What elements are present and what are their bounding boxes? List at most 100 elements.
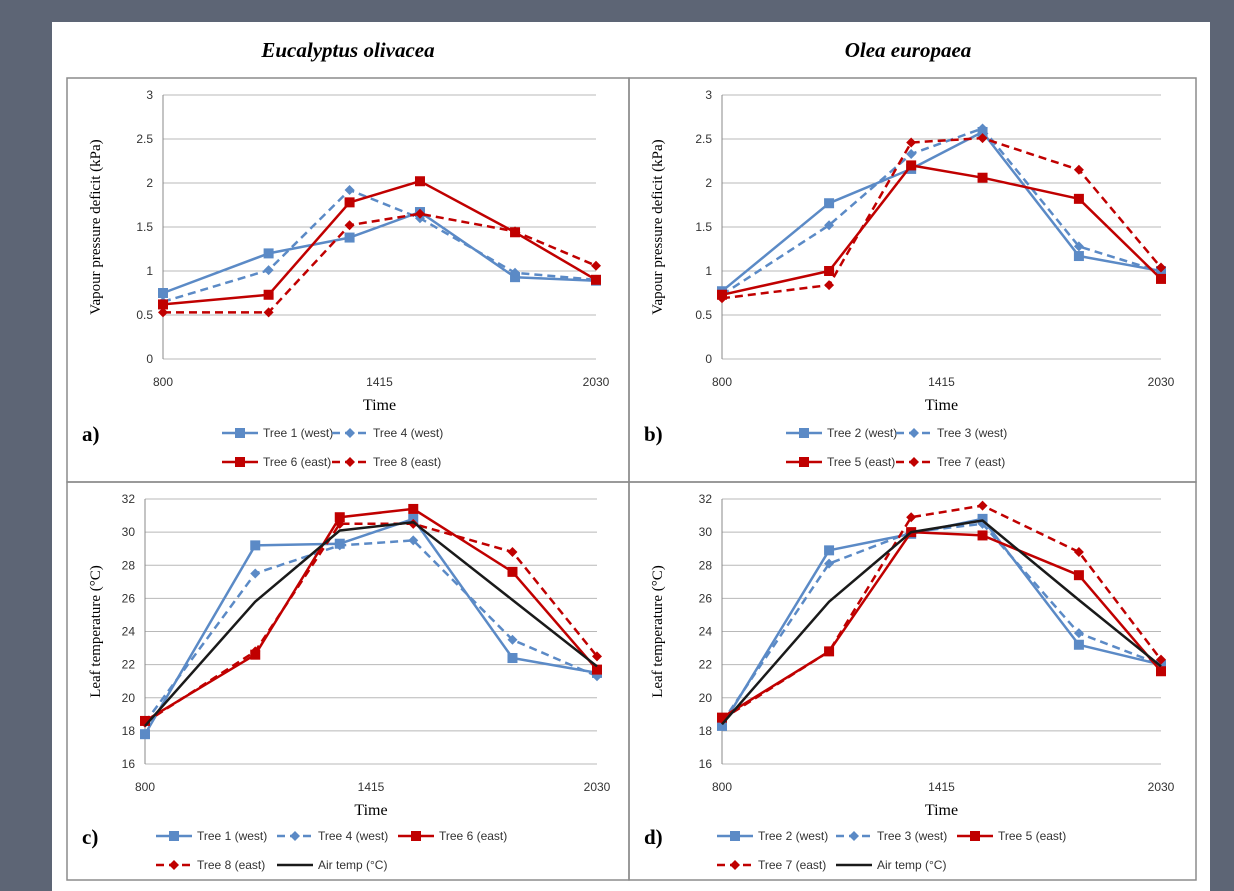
data-point [344, 185, 355, 196]
y-tick-label: 1.5 [136, 220, 153, 234]
y-tick-label: 24 [122, 625, 136, 639]
y-tick-label: 0.5 [695, 308, 712, 322]
data-point [824, 646, 835, 657]
data-point [263, 248, 274, 259]
y-axis-title: Vapour pressure deficit (kPa) [650, 139, 666, 314]
data-point [344, 197, 355, 208]
legend-marker [970, 831, 980, 841]
y-tick-label: 20 [122, 691, 136, 705]
data-point [592, 651, 602, 662]
data-point [510, 267, 521, 278]
panel-letter: d) [644, 825, 663, 849]
data-point [334, 512, 345, 523]
x-tick-label: 800 [153, 375, 173, 389]
y-tick-label: 16 [122, 757, 136, 771]
legend-label: Air temp (°C) [318, 858, 387, 872]
data-point [824, 220, 835, 231]
data-point [507, 566, 518, 577]
legend-label: Tree 8 (east) [197, 858, 265, 872]
data-point [824, 198, 835, 209]
y-tick-label: 16 [699, 757, 713, 771]
legend-label: Tree 1 (west) [263, 426, 333, 440]
x-tick-label: 1415 [366, 375, 393, 389]
data-point [977, 133, 988, 144]
legend-label: Tree 3 (west) [937, 426, 1007, 440]
y-tick-label: 32 [122, 492, 136, 506]
series-line-3 [721, 164, 1162, 297]
series-line-1 [143, 517, 598, 735]
data-point [414, 208, 425, 219]
legend-marker [290, 831, 300, 841]
data-point [1156, 666, 1166, 677]
species-title-left: Eucalyptus olivacea [260, 38, 434, 62]
y-tick-label: 28 [122, 558, 136, 572]
data-point [158, 299, 168, 310]
data-point [717, 293, 727, 304]
series-line-4 [721, 504, 1162, 721]
data-point [1073, 193, 1084, 204]
legend-marker [730, 860, 740, 870]
y-tick-label: 0 [705, 352, 712, 366]
legend-label: Tree 5 (east) [998, 829, 1066, 843]
data-point [263, 265, 274, 276]
y-tick-label: 2.5 [695, 132, 712, 146]
legend-marker [235, 428, 245, 438]
data-point [250, 540, 261, 551]
y-tick-label: 26 [122, 591, 136, 605]
legend-marker [730, 831, 740, 841]
data-point [1073, 251, 1084, 262]
data-point [263, 289, 274, 300]
data-point [510, 226, 521, 237]
legend-marker [411, 831, 421, 841]
x-axis-title: Time [925, 802, 958, 819]
y-tick-label: 2.5 [136, 132, 153, 146]
chart-panel-4: 16 18 20 22 24 26 28 30 32 800 1415 2030 Time Leaf te… [628, 481, 1197, 881]
data-point [977, 123, 988, 134]
data-point [906, 512, 917, 523]
legend-marker [169, 860, 179, 870]
legend-marker [799, 457, 809, 467]
y-tick-label: 0 [146, 352, 153, 366]
data-point [1073, 164, 1084, 175]
x-tick-label: 2030 [583, 375, 610, 389]
y-tick-label: 22 [699, 658, 713, 672]
data-point [824, 558, 835, 569]
legend-label: Air temp (°C) [877, 858, 946, 872]
data-point [507, 653, 518, 663]
data-point [140, 717, 150, 728]
legend-label: Tree 7 (east) [937, 455, 1005, 469]
y-tick-label: 28 [699, 558, 713, 572]
legend-marker [345, 457, 355, 467]
data-point [977, 530, 988, 541]
legend-marker [799, 428, 809, 438]
data-point [1073, 639, 1084, 650]
panel-letter: b) [644, 422, 663, 446]
series-line-1 [162, 210, 597, 295]
data-point [977, 172, 988, 183]
y-tick-label: 24 [699, 625, 713, 639]
x-axis-title: Time [925, 397, 958, 414]
data-point [591, 260, 601, 271]
legend-label: Tree 4 (west) [373, 426, 443, 440]
panel-letter: c) [82, 825, 98, 849]
y-axis-title: Leaf temperature (°C) [650, 565, 666, 698]
data-point [507, 634, 518, 645]
series-line-3 [162, 179, 597, 306]
data-point [158, 288, 168, 298]
data-point [250, 568, 261, 579]
legend-label: Tree 5 (east) [827, 455, 895, 469]
data-point [1073, 570, 1084, 581]
series-line-2 [721, 127, 1162, 296]
figure-panel-area [52, 22, 1210, 891]
data-point [824, 280, 835, 291]
data-point [977, 500, 988, 511]
series-line-4 [144, 522, 598, 724]
data-point [1073, 547, 1084, 557]
y-tick-label: 18 [122, 724, 136, 738]
data-point [591, 274, 601, 285]
x-tick-label: 2030 [584, 780, 611, 794]
x-tick-label: 800 [712, 780, 732, 794]
data-point [158, 307, 168, 318]
data-point [334, 540, 345, 551]
y-tick-label: 30 [122, 525, 136, 539]
